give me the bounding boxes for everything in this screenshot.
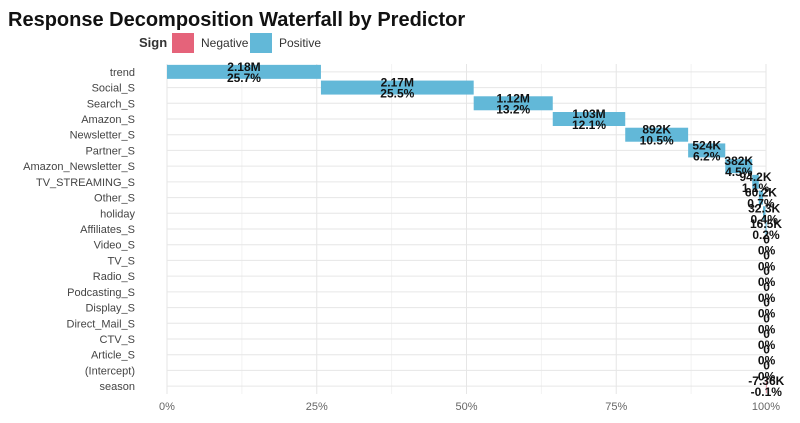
bar-percent-label: 25.7% (227, 71, 261, 85)
x-axis-labels: 0% 25% 50% 75% 100% (159, 401, 780, 413)
bar-percent-label: 0% (758, 354, 776, 368)
y-tick-label: holiday (100, 208, 135, 220)
bar-value-label: 0 (763, 248, 770, 262)
bar-percent-label: 0% (758, 338, 776, 352)
bar-percent-label: 4.5% (725, 165, 753, 179)
legend-swatch-negative (172, 33, 194, 53)
y-tick-label: Affiliates_S (80, 224, 135, 236)
bar-value-label: 32.3K (748, 201, 780, 215)
legend-swatch-positive (250, 33, 272, 53)
bar-percent-label: 0% (758, 307, 776, 321)
bar-percent-label: 12.1% (572, 118, 606, 132)
y-tick-label: TV_S (107, 255, 135, 267)
bar-value-label: 16.5K (750, 217, 782, 231)
y-tick-label: Podcasting_S (67, 287, 135, 299)
bar-percent-label: 0% (758, 291, 776, 305)
bar-value-label: 0 (763, 233, 770, 247)
y-tick-label: Radio_S (93, 271, 135, 283)
y-tick-label: Video_S (94, 240, 135, 252)
bar-percent-label: 0% (758, 275, 776, 289)
legend-label-positive: Positive (279, 36, 321, 50)
bar-percent-label: 0.4% (751, 212, 779, 226)
waterfall-bar (725, 159, 753, 174)
waterfall-bar (758, 190, 764, 205)
bar-percent-label: 0% (758, 369, 776, 383)
bars (167, 64, 767, 394)
bar-value-label: 1.12M (497, 91, 530, 105)
bar-value-label: 892K (642, 123, 671, 137)
bar-value-label: 0 (763, 296, 770, 310)
waterfall-bar (752, 174, 759, 189)
waterfall-bar (167, 64, 321, 79)
bar-value-label: 94.2K (740, 170, 772, 184)
y-tick-label: Amazon_Newsletter_S (23, 161, 135, 173)
bar-percent-label: 1.1% (742, 181, 770, 195)
bar-value-label: 60.2K (745, 186, 777, 200)
waterfall-bar (320, 80, 474, 95)
y-tick-label: Social_S (92, 83, 135, 95)
y-tick-label: Newsletter_S (70, 130, 135, 142)
bar-value-label: 2.17M (381, 76, 414, 90)
bar-value-label: -7.36K (748, 374, 784, 388)
y-tick-label: Other_S (94, 193, 135, 205)
bar-percent-label: 13.2% (496, 102, 530, 116)
legend: Sign Negative Positive (139, 33, 321, 53)
bar-value-label: 0 (763, 264, 770, 278)
y-tick-label: Partner_S (85, 145, 135, 157)
grid (166, 64, 767, 394)
waterfall-bar (766, 379, 767, 394)
bar-value-label: 0 (763, 327, 770, 341)
legend-title: Sign (139, 35, 167, 50)
bar-value-label: 382K (724, 154, 753, 168)
waterfall-bar (763, 206, 766, 221)
bar-percent-label: -0.1% (751, 385, 783, 399)
bar-percent-label: 6.2% (693, 149, 721, 163)
bar-value-label: 0 (763, 311, 770, 325)
x-tick-label: 100% (752, 401, 780, 413)
y-axis-labels: trend Social_S Search_S Amazon_S Newsletter_… (23, 67, 135, 393)
bar-value-label: 524K (692, 138, 721, 152)
waterfall-bar (552, 112, 626, 126)
bar-percent-label: 0.2% (752, 228, 780, 242)
waterfall-bar (625, 127, 689, 142)
legend-label-negative: Negative (201, 36, 249, 50)
y-tick-label: TV_STREAMING_S (36, 177, 135, 189)
y-tick-label: (Intercept) (85, 365, 135, 377)
waterfall-bar (473, 96, 553, 111)
bar-value-label: 0 (763, 280, 770, 294)
x-tick-label: 0% (159, 401, 175, 413)
chart-title: Response Decomposition Waterfall by Pred… (8, 9, 465, 31)
x-tick-label: 25% (306, 401, 328, 413)
y-tick-label: Search_S (87, 98, 135, 110)
y-tick-label: Display_S (85, 303, 135, 315)
y-tick-label: trend (110, 67, 135, 79)
bar-percent-label: 10.5% (640, 134, 674, 148)
y-tick-label: CTV_S (100, 334, 135, 346)
bar-value-label: 2.18M (227, 60, 260, 74)
bar-value-label: 1.03M (572, 107, 605, 121)
x-tick-label: 50% (455, 401, 477, 413)
bar-percent-label: 0% (758, 244, 776, 258)
bar-percent-label: 0.7% (747, 197, 775, 211)
y-tick-label: season (100, 381, 135, 393)
bar-value-label: 0 (763, 358, 770, 372)
bar-value-label: 0 (763, 343, 770, 357)
bar-percent-label: 0% (758, 259, 776, 273)
y-tick-label: Article_S (91, 350, 135, 362)
y-tick-label: Amazon_S (81, 114, 135, 126)
bar-percent-label: 0% (758, 322, 776, 336)
bar-percent-label: 25.5% (380, 87, 414, 101)
y-tick-label: Direct_Mail_S (67, 318, 135, 330)
waterfall-bar (765, 222, 767, 236)
x-tick-label: 75% (605, 401, 627, 413)
waterfall-bar (688, 143, 726, 158)
